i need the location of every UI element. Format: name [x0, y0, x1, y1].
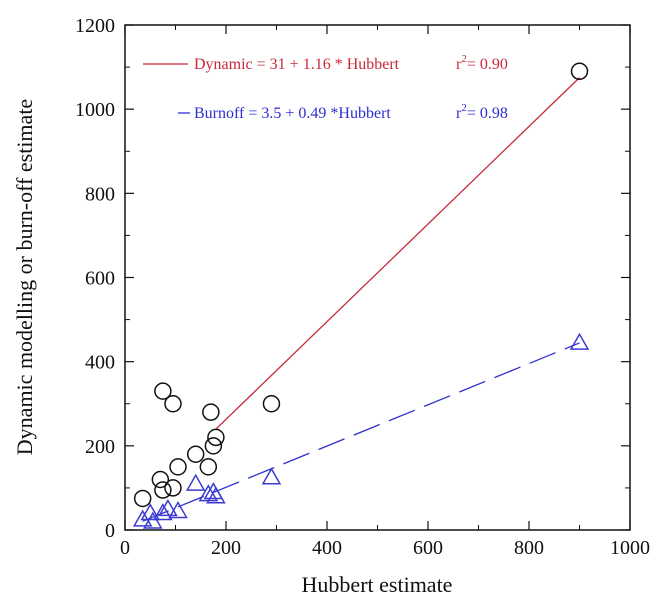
- circle-marker: [154, 481, 172, 499]
- y-axis-title: Dynamic modelling or burn-off estimate: [12, 99, 37, 455]
- circle-marker: [204, 437, 223, 455]
- fit-lines: [142, 77, 580, 522]
- circle-marker: [151, 470, 170, 489]
- triangle-marker: [140, 503, 161, 521]
- burnoff-equation-label: Burnoff = 3.5 + 0.49 *Hubbert: [194, 105, 391, 122]
- x-tick-label: 0: [120, 537, 130, 559]
- circle-marker: [154, 382, 172, 400]
- plot-frame: [124, 24, 631, 531]
- y-tick-label: 0: [105, 520, 115, 542]
- y-tick-label: 800: [85, 183, 115, 205]
- x-tick-label: 800: [514, 537, 544, 559]
- axis-ticks: 0 200 400 600 800 1000 0 200 400 600 800 1000 1200: [75, 15, 650, 559]
- triangle-marker: [142, 511, 163, 529]
- circle-marker: [199, 458, 218, 476]
- y-tick-label: 600: [85, 268, 115, 290]
- triangle-marker: [153, 503, 173, 521]
- dynamic-equation-label: Dynamic = 31 + 1.16 * Hubbert: [194, 56, 400, 73]
- circle-marker: [164, 395, 182, 413]
- circle-marker: [262, 395, 281, 413]
- x-tick-label: 200: [211, 537, 241, 559]
- circle-marker: [202, 403, 220, 421]
- circle-marker: [133, 489, 152, 508]
- triangle-marker: [185, 473, 206, 491]
- x-tick-label: 600: [413, 537, 443, 559]
- data-markers: [132, 62, 590, 529]
- circle-marker: [207, 428, 225, 447]
- triangle-marker: [158, 498, 178, 517]
- burnoff-r2-label: r2= 0.98: [456, 102, 508, 122]
- triangle-marker: [261, 467, 282, 485]
- triangle-marker: [206, 486, 226, 504]
- legend: Dynamic = 31 + 1.16 * Hubbert r2= 0.90 Bur…: [143, 53, 508, 122]
- x-axis-title: Hubbert estimate: [302, 572, 453, 597]
- burnoff-fit-line: [142, 342, 580, 522]
- y-tick-label: 400: [85, 352, 115, 374]
- y-tick-label: 1000: [75, 99, 115, 121]
- dynamic-r2-label: r2= 0.90: [456, 53, 508, 73]
- circle-marker: [164, 479, 182, 497]
- triangle-marker: [132, 509, 153, 527]
- x-tick-label: 1000: [610, 537, 650, 559]
- triangle-marker: [569, 332, 590, 350]
- circle-marker: [186, 445, 205, 463]
- triangle-marker: [168, 501, 188, 519]
- x-tick-label: 400: [312, 537, 342, 559]
- circle-marker: [169, 458, 187, 476]
- y-tick-label: 200: [85, 436, 115, 458]
- circle-marker: [570, 62, 589, 81]
- dynamic-fit-line: [215, 77, 580, 430]
- y-tick-label: 1200: [75, 15, 115, 37]
